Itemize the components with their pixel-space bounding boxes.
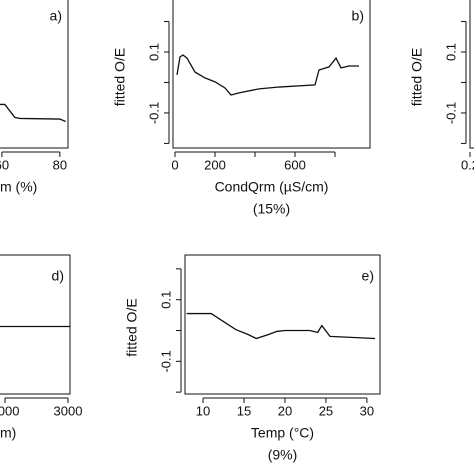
x-tick-label: 0: [171, 157, 178, 172]
x-tick-label: 200: [204, 157, 226, 172]
x-tick-label: 3000: [54, 403, 83, 418]
y-tick-label: 0.1: [443, 43, 458, 61]
plot-frame: [172, 0, 371, 149]
y-tick-label: -0.1: [443, 102, 458, 124]
y-axis-title: fitted O/E: [112, 48, 128, 106]
x-tick-label: 80: [53, 157, 67, 172]
panel: 60 80 m (%) a): [0, 0, 69, 195]
x-tick-label: 60: [0, 157, 9, 172]
y-axis-title: fitted O/E: [124, 298, 140, 356]
x-tick-label: 600: [284, 157, 306, 172]
x-tick-label: 10: [196, 403, 210, 418]
panel-label: e): [362, 268, 374, 284]
y-tick-label: -0.1: [146, 102, 161, 124]
x-tick-label: 25: [319, 403, 333, 418]
panel-label: d): [52, 268, 64, 284]
data-line: [176, 54, 359, 96]
data-line: [186, 312, 376, 340]
plot-frame: [184, 254, 381, 395]
importance-label: (15%): [253, 201, 290, 217]
y-tick-label: 0.1: [158, 291, 173, 309]
x-tick-label: 20: [278, 403, 292, 418]
x-axis-title: m): [0, 425, 16, 441]
x-tick-label: 15: [237, 403, 251, 418]
plot-frame: [469, 0, 474, 149]
panel: 0 200 600 -0.1 0.1 CondQrm (µS/cm) (15%) fitted…: [112, 0, 371, 217]
x-tick-label: 0.2: [461, 157, 474, 172]
panel-label: b): [352, 8, 364, 24]
x-tick-label: 30: [360, 403, 374, 418]
plot-frame: [0, 0, 69, 149]
x-axis-title: m (%): [0, 179, 37, 195]
panel: 10 15 20 25 30 -0.1 0.1 Temp (°C) (9%) fitted O/E…: [124, 254, 381, 463]
x-axis-title: Temp (°C): [251, 425, 314, 441]
x-axis-title: CondQrm (µS/cm): [215, 179, 329, 195]
plot-frame: [0, 254, 71, 395]
panel-label: a): [50, 8, 62, 24]
panel: 0.2 -0.1 0.1 fitted O/E: [409, 0, 474, 172]
panel: 2000 3000 m) d): [0, 254, 83, 441]
importance-label: (9%): [268, 447, 298, 463]
y-axis-title: fitted O/E: [409, 48, 425, 106]
y-tick-label: -0.1: [158, 350, 173, 372]
data-line: [0, 103, 66, 123]
x-tick-label: 2000: [0, 403, 19, 418]
y-tick-label: 0.1: [146, 43, 161, 61]
